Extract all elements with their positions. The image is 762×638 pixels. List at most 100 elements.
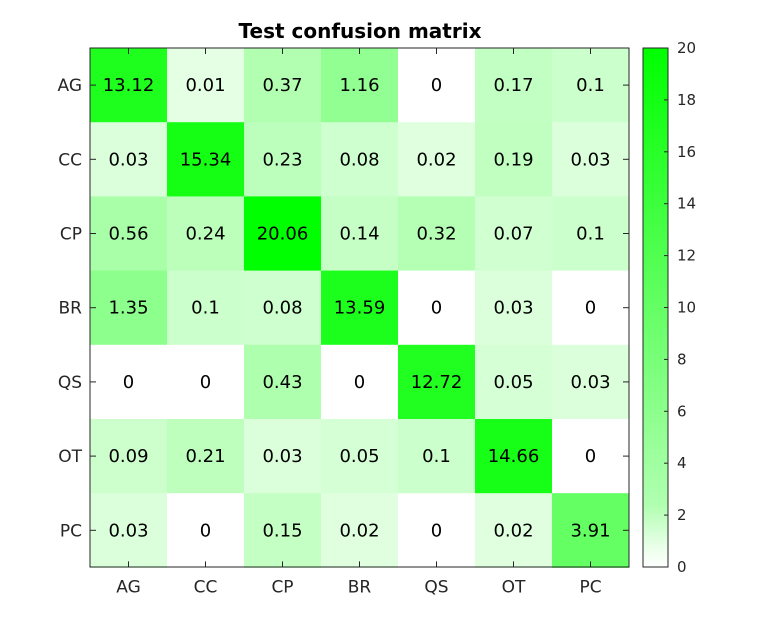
heatmap-cell [552, 493, 630, 568]
cell-value-label: 1.16 [339, 75, 379, 96]
heatmap-cell [321, 122, 399, 197]
heatmap-cell [167, 270, 245, 346]
colorbar-tick-label: 6 [677, 402, 687, 420]
heatmap-cell [475, 48, 553, 123]
heatmap-cell [475, 270, 553, 346]
colorbar-tick-label: 14 [677, 195, 696, 213]
cell-value-label: 0 [200, 520, 211, 541]
colorbar-axis: 0 2 4 6 8 10 12 14 16 18 20 [664, 39, 696, 576]
heatmap-cell [90, 122, 168, 197]
heatmap-cell [475, 344, 553, 420]
cell-value-label: 0 [585, 446, 596, 467]
heatmap-cell [167, 493, 245, 568]
y-tick-label: PC [60, 521, 82, 541]
cell-value-label: 12.72 [411, 372, 463, 393]
heatmap-cell [398, 122, 476, 197]
cell-value-label: 20.06 [257, 224, 309, 245]
heatmap-cell [398, 493, 476, 568]
cell-value-label: 0.37 [262, 75, 302, 96]
heatmap-cell [90, 493, 168, 568]
cell-value-label: 0.08 [339, 149, 379, 170]
axes: AG CC CP BR QS OT PC AG CC CP BR QS OT PC [57, 48, 629, 597]
cell-value-label: 0.01 [185, 75, 225, 96]
heatmap-cell [398, 196, 476, 272]
cell-value-label: 0 [200, 372, 211, 393]
cell-value-label: 0 [431, 75, 442, 96]
cell-value-label: 13.12 [103, 75, 155, 96]
heatmap-cell [552, 270, 630, 346]
cell-value-label: 0.43 [262, 372, 302, 393]
colorbar-tick-label: 2 [677, 506, 687, 524]
heatmap-cell [552, 419, 630, 494]
colorbar-tick-label: 4 [677, 454, 687, 472]
heatmap-cell [244, 493, 322, 568]
y-tick-label: BR [59, 299, 83, 319]
heatmap-cell [167, 48, 245, 123]
cell-value-label: 0.03 [262, 446, 302, 467]
cell-value-label: 0.24 [185, 224, 225, 245]
colorbar-tick-label: 8 [677, 350, 687, 368]
cell-value-label: 13.59 [334, 298, 386, 319]
heatmap-cell [90, 48, 168, 123]
cell-value-label: 0.03 [493, 298, 533, 319]
heatmap-cell [398, 48, 476, 123]
cell-value-label: 0.08 [262, 298, 302, 319]
heatmap-cell [167, 122, 245, 197]
heatmap-cell [167, 344, 245, 420]
heatmap-cell [475, 122, 553, 197]
cell-value-label: 0.05 [493, 372, 533, 393]
cell-value-label: 0.03 [108, 149, 148, 170]
heatmap-cell [398, 344, 476, 420]
cell-value-label: 0.03 [570, 372, 610, 393]
cell-value-label: 0 [431, 520, 442, 541]
heatmap-cell [90, 419, 168, 494]
heatmap-cell [244, 196, 322, 272]
cell-value-label: 0.19 [493, 149, 533, 170]
cell-value-label: 0.09 [108, 446, 148, 467]
cell-value-label: 0.17 [493, 75, 533, 96]
heatmap-cell [552, 344, 630, 420]
heatmap-cell [321, 344, 399, 420]
heatmap-cell [321, 419, 399, 494]
cell-value-label: 14.66 [488, 446, 540, 467]
cell-value-label: 0.1 [576, 75, 605, 96]
cell-value-label: 0.14 [339, 224, 379, 245]
cell-value-label: 1.35 [108, 298, 148, 319]
heatmap-cell [244, 419, 322, 494]
y-tick-label: QS [58, 373, 82, 393]
cell-value-label: 0.02 [339, 520, 379, 541]
heatmap-cell [398, 270, 476, 346]
y-tick-label: OT [58, 447, 82, 467]
heatmap-cell [321, 48, 399, 123]
cell-value-label: 0.07 [493, 224, 533, 245]
cell-value-label: 0.1 [576, 224, 605, 245]
colorbar-tick-label: 12 [677, 247, 696, 265]
y-tick-label: CC [58, 150, 82, 170]
y-tick-label: AG [57, 76, 82, 96]
heatmap-cell [90, 344, 168, 420]
colorbar-tick-label: 10 [677, 299, 696, 317]
x-tick-label: CP [271, 577, 293, 597]
cell-value-label: 0.03 [570, 149, 610, 170]
heatmap-cell [475, 196, 553, 272]
x-tick-label: CC [194, 577, 218, 597]
colorbar [642, 47, 669, 568]
heatmap-cell [321, 493, 399, 568]
cell-value-label: 0.21 [185, 446, 225, 467]
x-tick-label: BR [348, 577, 372, 597]
colorbar-tick-label: 0 [677, 558, 687, 576]
cell-value-label: 0.56 [108, 224, 148, 245]
heatmap-cell [167, 196, 245, 272]
cell-value-label: 0.1 [191, 298, 220, 319]
heatmap-cell [244, 122, 322, 197]
heatmap-cell [244, 344, 322, 420]
x-tick-label: QS [424, 577, 448, 597]
cell-value-label: 0.03 [108, 520, 148, 541]
cell-value-label: 0.23 [262, 149, 302, 170]
cell-value-label: 0.02 [493, 520, 533, 541]
heatmap-cell [552, 122, 630, 197]
heatmap-cell [321, 196, 399, 272]
cell-value-label: 0 [585, 298, 596, 319]
heatmap-cells: 13.12 0.01 0.37 1.16 0 0.17 0.1 0.03 15.34 0.23 0.… [90, 48, 630, 568]
